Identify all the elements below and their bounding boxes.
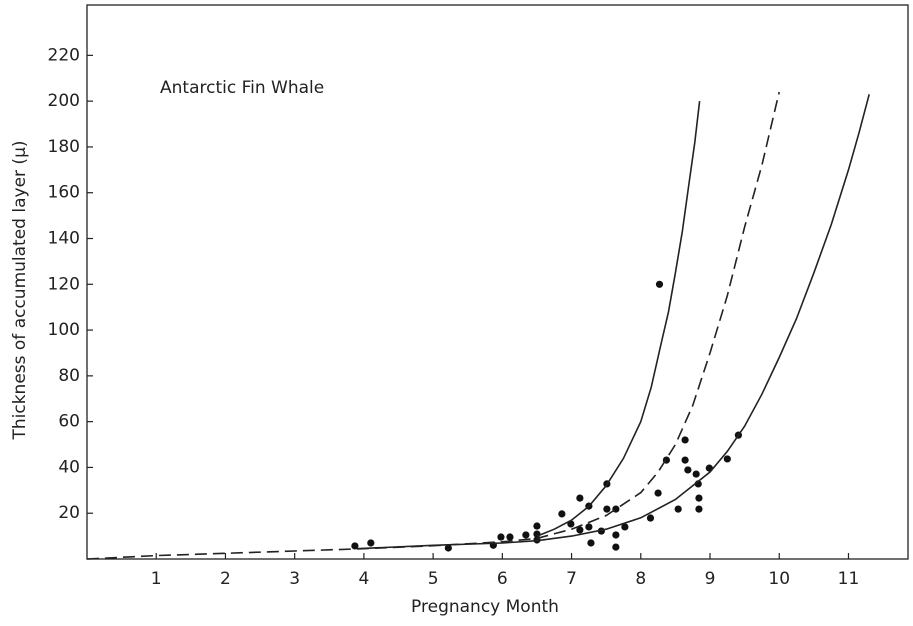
data-point [533, 522, 541, 530]
curve [86, 91, 780, 560]
y-tick-label: 60 [58, 412, 80, 432]
plot-frame [86, 4, 909, 560]
data-point [576, 494, 584, 502]
data-point [612, 531, 620, 539]
x-axis-label: Pregnancy Month [411, 597, 559, 617]
data-point [692, 470, 700, 478]
data-point [695, 494, 703, 502]
data-point [585, 523, 593, 531]
y-tick-label: 140 [48, 229, 80, 249]
data-point [444, 544, 452, 552]
data-point [576, 526, 584, 534]
x-tick-label: 2 [220, 569, 231, 589]
x-tick-label: 6 [497, 569, 508, 589]
data-point [612, 543, 620, 551]
x-tick-label: 11 [838, 569, 860, 589]
y-tick-label: 120 [48, 274, 80, 294]
x-tick-label: 9 [705, 569, 716, 589]
x-tick-label: 5 [428, 569, 439, 589]
x-tick-label: 10 [768, 569, 790, 589]
x-tick-label: 1 [151, 569, 162, 589]
y-tick-label: 80 [58, 366, 80, 386]
data-point [684, 466, 692, 474]
data-point [351, 542, 359, 550]
data-point [522, 531, 530, 539]
annotation: Antarctic Fin Whale [160, 78, 324, 98]
x-tick-label: 3 [289, 569, 300, 589]
data-point [681, 436, 689, 444]
y-tick-label: 180 [48, 137, 80, 157]
y-tick-label: 20 [58, 503, 80, 523]
data-point [646, 514, 655, 522]
curve [536, 101, 701, 537]
y-axis-label: Thickness of accumulated layer (μ) [10, 140, 30, 440]
x-tick-label: 4 [358, 569, 369, 589]
x-tick-label: 8 [635, 569, 646, 589]
data-point [695, 505, 703, 513]
y-tick-label: 100 [48, 320, 80, 340]
data-point [558, 510, 566, 518]
data-point [603, 505, 611, 513]
data-point [621, 523, 629, 531]
data-point [497, 533, 505, 541]
y-tick-label: 220 [48, 45, 80, 65]
y-tick-label: 200 [48, 91, 80, 111]
y-tick-label: 160 [48, 183, 80, 203]
data-point [587, 539, 595, 547]
data-point [655, 280, 664, 288]
data-point [674, 505, 682, 513]
data-point [654, 489, 662, 497]
curve [356, 94, 870, 550]
data-point [723, 455, 731, 463]
data-point [367, 539, 375, 547]
x-tick-label: 7 [566, 569, 577, 589]
y-tick-label: 40 [58, 457, 80, 477]
data-point [506, 533, 514, 541]
data-point [681, 456, 689, 464]
